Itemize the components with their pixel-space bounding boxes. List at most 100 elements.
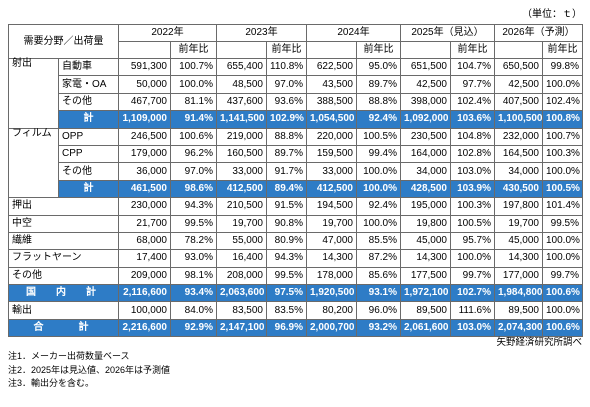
shipment-subheader-2022 <box>118 41 171 59</box>
yoy-value-2025: 103.9% <box>450 179 495 199</box>
shipment-value-2024: 388,500 <box>306 92 357 112</box>
shipment-value-2026: 232,000 <box>494 127 543 146</box>
shipment-value-2022: 50,000 <box>118 75 171 94</box>
shipment-subheader-2025 <box>400 41 451 59</box>
yoy-value-2024: 95.0% <box>356 57 401 77</box>
yoy-value-2023: 90.8% <box>266 214 307 233</box>
shipment-value-2024: 412,500 <box>306 179 357 199</box>
shipment-value-2023: 210,500 <box>216 197 267 216</box>
shipment-subheader-2026 <box>494 41 543 59</box>
shipment-value-2023: 208,000 <box>216 266 267 286</box>
shipment-value-2023: 1,141,500 <box>216 110 267 129</box>
shipment-value-2024: 2,000,700 <box>306 318 357 338</box>
year-header-2024: 2024年 <box>306 24 401 42</box>
yoy-value-2024: 85.5% <box>356 231 401 251</box>
shipment-table: 需要分野／出荷量 2022年 2023年 2024年 2025年（見込） 202… <box>8 24 583 338</box>
shipment-value-2024: 33,000 <box>306 162 357 181</box>
yoy-value-2025: 103.0% <box>450 162 495 181</box>
shipment-value-2022: 2,216,600 <box>118 318 171 338</box>
yoy-value-2023: 89.4% <box>266 179 307 199</box>
yoy-value-2026: 100.0% <box>542 231 583 251</box>
category-label: 中空 <box>8 214 119 233</box>
source-credit: 矢野経済研究所調べ <box>496 337 582 348</box>
footnote-1: 注1．メーカー出荷数量ベース <box>8 351 130 361</box>
shipment-value-2024: 159,500 <box>306 144 357 164</box>
shipment-value-2023: 2,063,600 <box>216 284 267 303</box>
yoy-value-2023: 80.9% <box>266 231 307 251</box>
yoy-value-2026: 99.8% <box>542 57 583 77</box>
yoy-value-2025: 95.7% <box>450 231 495 251</box>
subtotal-label: 計 <box>58 179 119 199</box>
yoy-value-2022: 100.7% <box>170 57 217 77</box>
yoy-value-2025: 102.8% <box>450 144 495 164</box>
table-row: フラットヤーン 17,400 93.0% 16,400 94.3% 14,300 87.2%… <box>8 249 583 268</box>
shipment-value-2026: 407,500 <box>494 92 543 112</box>
yoy-header-2024: 前年比 <box>356 41 401 59</box>
yoy-value-2024: 100.5% <box>356 127 401 146</box>
yoy-value-2024: 99.4% <box>356 144 401 164</box>
shipment-value-2022: 36,000 <box>118 162 171 181</box>
shipment-value-2025: 1,092,000 <box>400 110 451 129</box>
table-row: その他 36,000 97.0% 33,000 91.7% 33,000 100.0% 34,… <box>9 162 583 181</box>
table-row: フィルム OPP 246,500 100.6% 219,000 88.8% 220,000 1… <box>8 127 583 199</box>
shipment-value-2023: 16,400 <box>216 249 267 268</box>
yoy-value-2024: 89.7% <box>356 75 401 94</box>
yoy-value-2023: 89.7% <box>266 144 307 164</box>
footnotes: 注1．メーカー出荷数量ベース 注2．2025年は見込値、2026年は予測値 注3… <box>8 350 170 391</box>
shipment-value-2026: 430,500 <box>494 179 543 199</box>
year-header-2023: 2023年 <box>216 24 307 42</box>
shipment-value-2025: 164,000 <box>400 144 451 164</box>
yoy-value-2025: 100.3% <box>450 197 495 216</box>
shipment-value-2024: 14,300 <box>306 249 357 268</box>
yoy-value-2022: 97.0% <box>170 162 217 181</box>
yoy-value-2023: 110.8% <box>266 57 307 77</box>
yoy-value-2026: 100.0% <box>542 301 583 320</box>
total-row: 国 内 計 2,116,600 93.4% 2,063,600 97.5% 1,920,5… <box>8 284 583 303</box>
shipment-value-2025: 19,800 <box>400 214 451 233</box>
table-row: CPP 179,000 96.2% 160,500 89.7% 159,500 99.4% 1… <box>9 144 583 164</box>
table-row: その他 209,000 98.1% 208,000 99.5% 178,000 85.6% 1… <box>8 266 583 286</box>
shipment-value-2024: 194,500 <box>306 197 357 216</box>
yoy-value-2026: 100.6% <box>542 284 583 303</box>
shipment-value-2023: 2,147,100 <box>216 318 267 338</box>
table-row: その他 467,700 81.1% 437,600 93.6% 388,500 88.8% 3… <box>9 92 583 112</box>
shipment-value-2025: 177,500 <box>400 266 451 286</box>
subcategory-label: その他 <box>58 162 119 181</box>
subtotal-label: 計 <box>58 110 119 129</box>
yoy-value-2023: 102.9% <box>266 110 307 129</box>
yoy-value-2025: 111.6% <box>450 301 495 320</box>
yoy-value-2022: 92.9% <box>170 318 217 338</box>
shipment-value-2026: 42,500 <box>494 75 543 94</box>
table-row: 中空 21,700 99.5% 19,700 90.8% 19,700 100.0% 19,8… <box>8 214 583 233</box>
shipment-value-2022: 179,000 <box>118 144 171 164</box>
category-label: 輸出 <box>8 301 119 320</box>
shipment-value-2023: 19,700 <box>216 214 267 233</box>
yoy-value-2025: 99.7% <box>450 266 495 286</box>
table-row: 輸出 100,000 84.0% 83,500 83.5% 80,200 96.0% 89,5… <box>8 301 583 320</box>
yoy-value-2026: 100.7% <box>542 127 583 146</box>
category-label: 射出 <box>8 58 59 129</box>
shipment-value-2022: 17,400 <box>118 249 171 268</box>
category-header: 需要分野／出荷量 <box>8 24 119 59</box>
shipment-value-2022: 21,700 <box>118 214 171 233</box>
yoy-value-2025: 104.8% <box>450 127 495 146</box>
shipment-value-2022: 1,109,000 <box>118 110 171 129</box>
shipment-value-2022: 209,000 <box>118 266 171 286</box>
shipment-value-2024: 43,500 <box>306 75 357 94</box>
yoy-value-2025: 104.7% <box>450 57 495 77</box>
yoy-value-2025: 97.7% <box>450 75 495 94</box>
yoy-value-2023: 94.3% <box>266 249 307 268</box>
shipment-value-2025: 195,000 <box>400 197 451 216</box>
yoy-value-2026: 100.0% <box>542 75 583 94</box>
yoy-value-2024: 85.6% <box>356 266 401 286</box>
yoy-value-2022: 91.4% <box>170 110 217 129</box>
shipment-value-2022: 230,000 <box>118 197 171 216</box>
yoy-value-2024: 93.1% <box>356 284 401 303</box>
yoy-value-2025: 102.4% <box>450 92 495 112</box>
yoy-header-2025: 前年比 <box>450 41 495 59</box>
yoy-value-2022: 99.5% <box>170 214 217 233</box>
yoy-value-2024: 100.0% <box>356 162 401 181</box>
shipment-value-2026: 197,800 <box>494 197 543 216</box>
yoy-value-2024: 96.0% <box>356 301 401 320</box>
shipment-value-2024: 178,000 <box>306 266 357 286</box>
